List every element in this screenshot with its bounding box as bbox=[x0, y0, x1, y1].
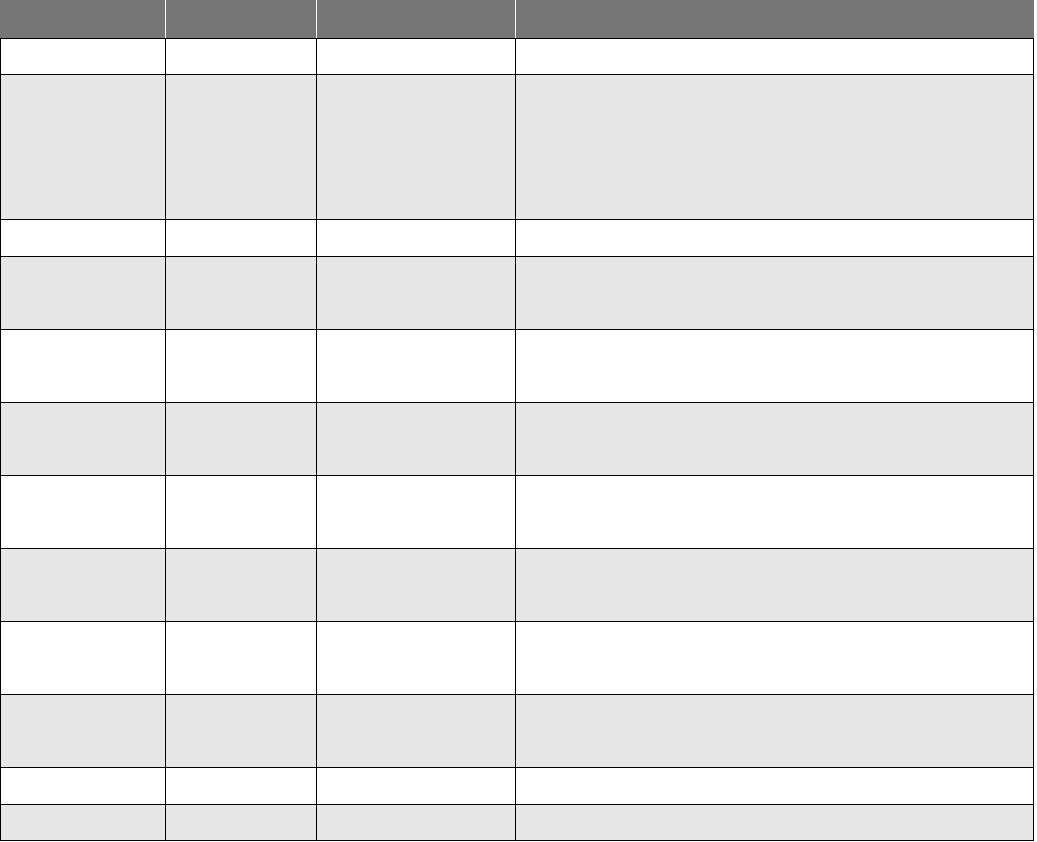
table-row bbox=[0, 38, 1034, 74]
table-row bbox=[0, 804, 1034, 840]
header-row bbox=[0, 0, 1034, 38]
table-row bbox=[0, 548, 1034, 621]
table-row bbox=[0, 475, 1034, 548]
table-row bbox=[0, 694, 1034, 767]
table-row bbox=[0, 329, 1034, 402]
table-row bbox=[0, 402, 1034, 475]
table-row bbox=[0, 767, 1034, 804]
table-row bbox=[0, 621, 1034, 694]
table-row bbox=[0, 74, 1034, 219]
cell-borders bbox=[0, 38, 1034, 841]
table-row bbox=[0, 256, 1034, 329]
header-separators bbox=[165, 0, 516, 38]
table-row bbox=[0, 219, 1034, 256]
